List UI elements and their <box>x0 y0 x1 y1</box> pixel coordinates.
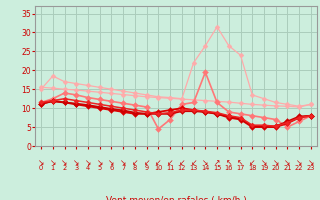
Text: ↘: ↘ <box>308 158 314 168</box>
Text: ↘: ↘ <box>108 158 115 168</box>
Text: ↙: ↙ <box>167 158 173 168</box>
Text: ↘: ↘ <box>261 158 267 168</box>
Text: ↖: ↖ <box>237 158 244 168</box>
Text: ↘: ↘ <box>97 158 103 168</box>
Text: ↗: ↗ <box>214 158 220 168</box>
Text: ↘: ↘ <box>85 158 91 168</box>
Text: ↘: ↘ <box>50 158 56 168</box>
Text: ↙: ↙ <box>155 158 162 168</box>
Text: ↘: ↘ <box>73 158 79 168</box>
Text: ↘: ↘ <box>284 158 291 168</box>
Text: ↙: ↙ <box>132 158 138 168</box>
Text: ↘: ↘ <box>202 158 209 168</box>
Text: ↘: ↘ <box>38 158 44 168</box>
Text: ↘: ↘ <box>61 158 68 168</box>
Text: ↙: ↙ <box>190 158 197 168</box>
Text: ↘: ↘ <box>273 158 279 168</box>
Text: ↘: ↘ <box>296 158 302 168</box>
Text: ↖: ↖ <box>226 158 232 168</box>
Text: ↙: ↙ <box>143 158 150 168</box>
Text: ↙: ↙ <box>249 158 255 168</box>
Text: ↙: ↙ <box>179 158 185 168</box>
X-axis label: Vent moyen/en rafales ( km/h ): Vent moyen/en rafales ( km/h ) <box>106 196 246 200</box>
Text: ↘: ↘ <box>120 158 126 168</box>
